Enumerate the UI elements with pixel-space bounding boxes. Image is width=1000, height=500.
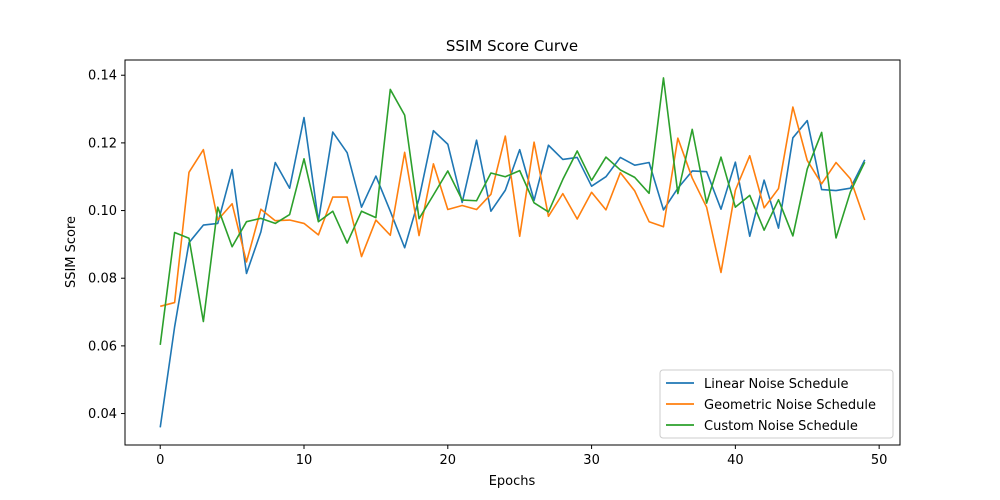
y-tick-label: 0.12 (88, 136, 117, 151)
legend-box (659, 369, 894, 439)
y-axis-ticks: 0.04 0.06 0.08 0.10 0.12 0.14 (88, 69, 125, 422)
x-tick-label: 30 (583, 453, 600, 468)
legend-label: Linear Noise Schedule (704, 377, 848, 392)
series-line-0 (159, 116, 866, 428)
x-tick-label: 10 (296, 453, 313, 468)
x-axis-title: Epochs (489, 474, 536, 489)
x-tick-label: 20 (440, 453, 457, 468)
series-line-2 (159, 77, 866, 345)
y-tick-label: 0.06 (88, 339, 117, 354)
series-line-1 (160, 106, 866, 308)
legend-label: Custom Noise Schedule (704, 419, 858, 434)
plot-lines (159, 77, 866, 428)
legend-items: Linear Noise Schedule Geometric Noise Sch… (666, 377, 876, 434)
y-tick-label: 0.14 (88, 69, 117, 84)
y-tick-label: 0.10 (88, 204, 117, 219)
plot-frame (124, 59, 901, 446)
y-axis-title: SSIM Score (64, 216, 79, 288)
x-tick-label: 40 (727, 453, 744, 468)
y-tick-label: 0.04 (88, 407, 117, 422)
x-tick-label: 50 (871, 453, 888, 468)
x-tick-label: 0 (156, 453, 164, 468)
x-axis-ticks: 0 10 20 30 40 50 (156, 445, 887, 468)
legend-label: Geometric Noise Schedule (704, 398, 876, 413)
y-tick-label: 0.08 (88, 272, 117, 287)
chart-title: SSIM Score Curve (446, 37, 578, 55)
legend: Linear Noise Schedule Geometric Noise Sch… (659, 369, 894, 439)
